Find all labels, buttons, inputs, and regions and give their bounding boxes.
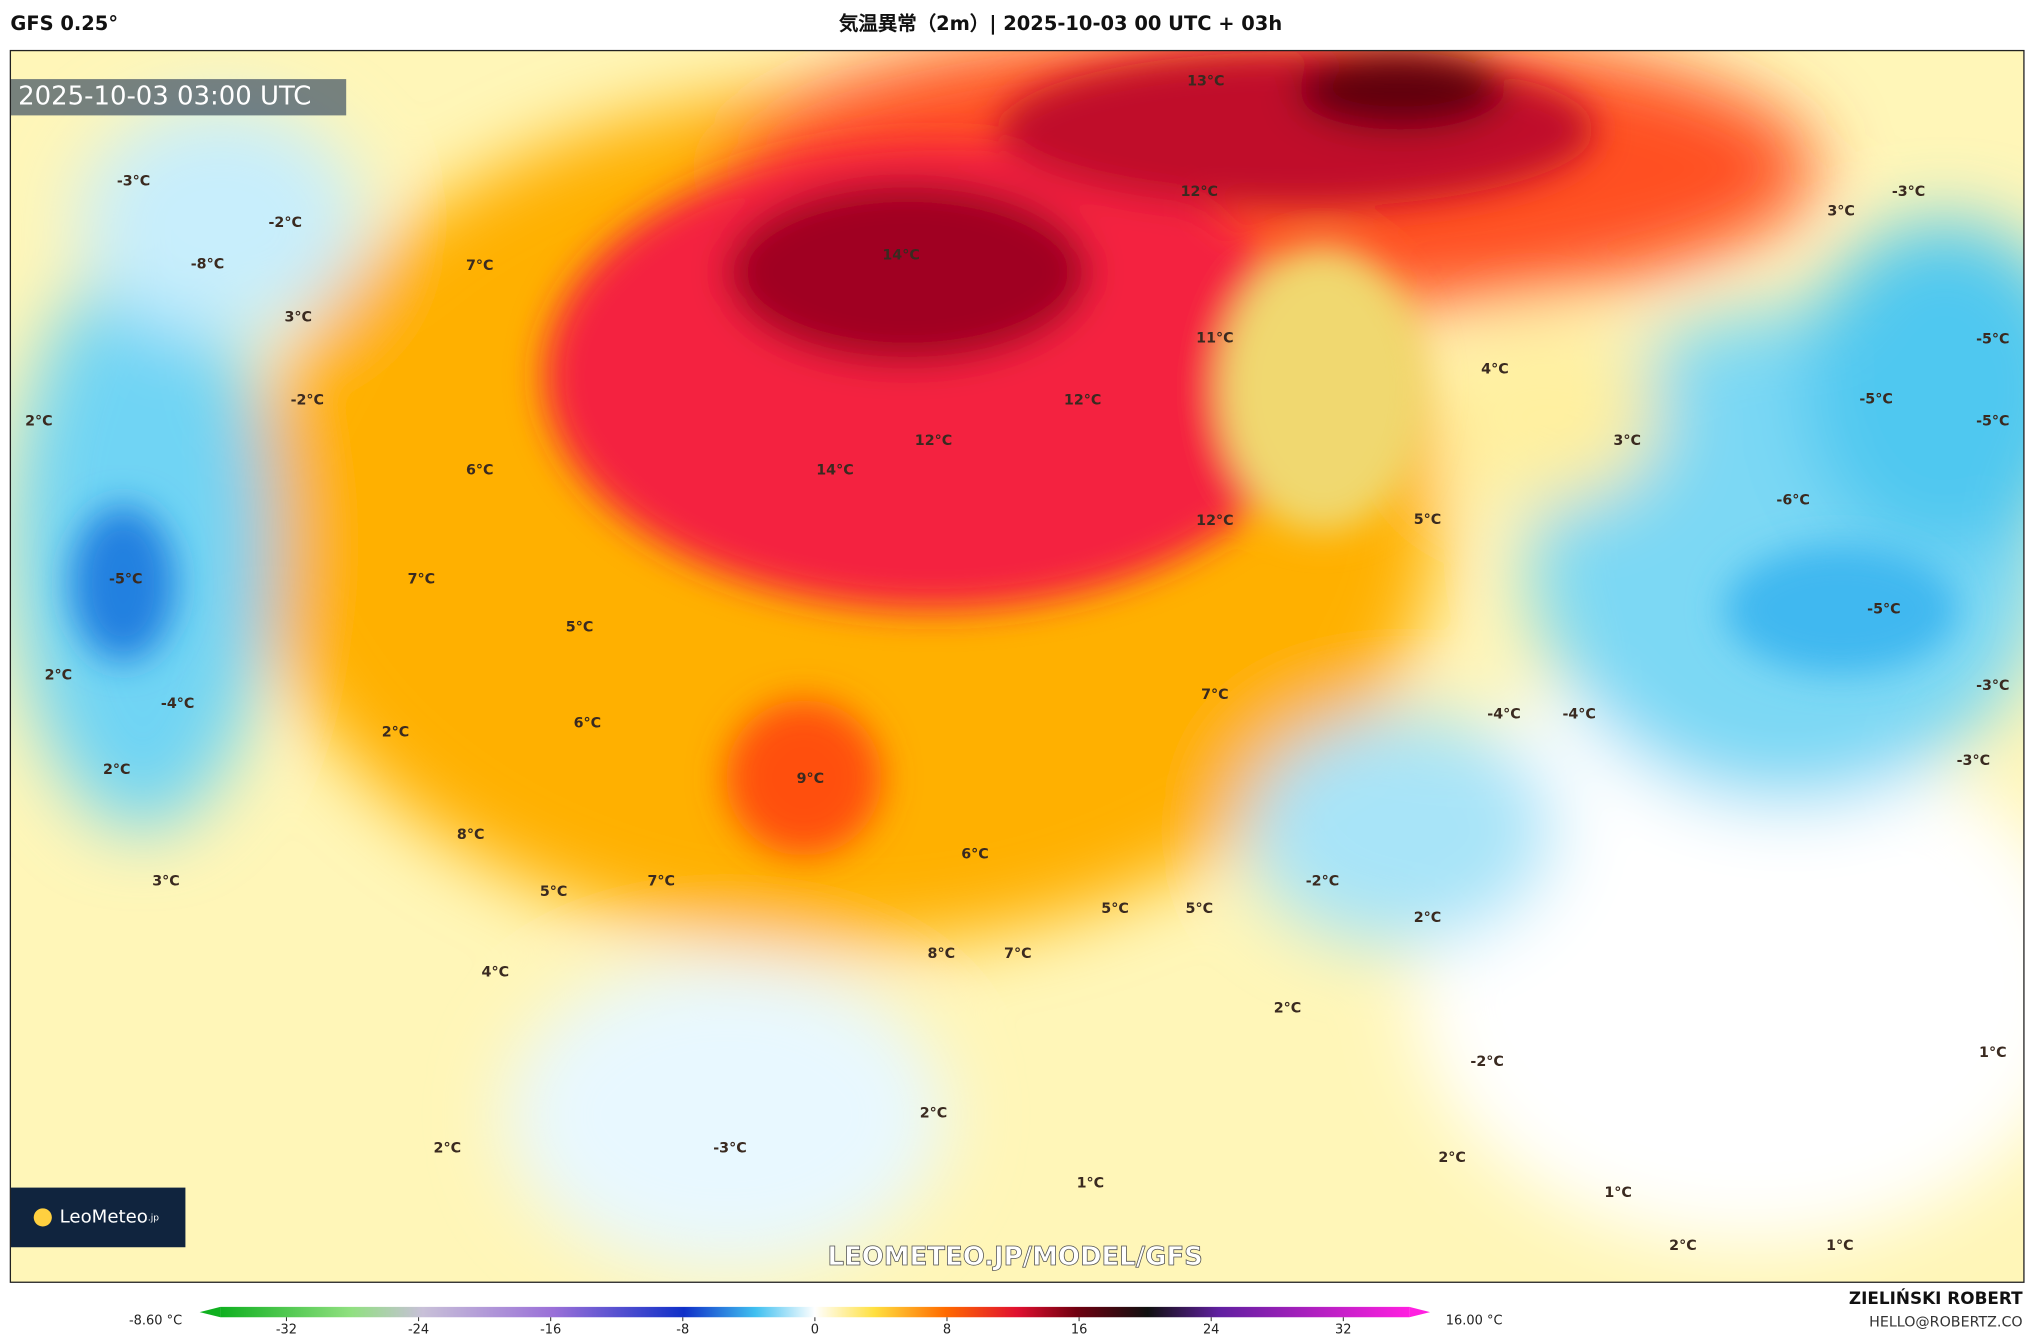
map-label: 7°C [1201, 687, 1229, 703]
map-label: 5°C [566, 620, 594, 636]
map-label: 5°C [1101, 901, 1129, 917]
map-label: 6°C [961, 846, 989, 862]
map-label: 7°C [647, 874, 675, 890]
map-label: -5°C [1976, 413, 2009, 429]
map-label: -4°C [161, 696, 194, 712]
map-label: 2°C [1438, 1150, 1466, 1166]
map-label: 7°C [1004, 946, 1032, 962]
map-label: -8°C [191, 256, 224, 272]
map-label: -5°C [1976, 332, 2009, 348]
colorbar-tick-label: -16 [540, 1323, 561, 1338]
logo: LeoMeteo.jp [60, 1206, 160, 1227]
map-label: 4°C [482, 964, 510, 980]
colorbar-tick-label: -8 [676, 1323, 689, 1338]
colorbar-min: -8.60 °C [129, 1314, 182, 1329]
credit-email: HELLO@ROBERTZ.CO [1869, 1314, 2022, 1330]
map-label: -2°C [1470, 1054, 1503, 1070]
map-label: 2°C [45, 667, 73, 683]
colorbar-tick-label: 0 [811, 1323, 819, 1338]
map-label: -3°C [1892, 184, 1925, 200]
colorbar-high-end [1409, 1306, 1431, 1318]
map-label: -3°C [713, 1141, 746, 1157]
map-label: 12°C [915, 433, 952, 449]
map-label: -2°C [269, 215, 302, 231]
map-label: 8°C [928, 946, 956, 962]
map-label: 2°C [1414, 910, 1442, 926]
map-label: -2°C [1306, 874, 1339, 890]
colorbar-tick-label: 8 [943, 1323, 951, 1338]
map-label: 6°C [466, 463, 494, 479]
colorbar-tick-label: -32 [276, 1323, 297, 1338]
map-label: 5°C [1414, 512, 1442, 528]
map-label: -3°C [1976, 678, 2009, 694]
map-label: 9°C [797, 771, 825, 787]
map-label: -4°C [1562, 706, 1595, 722]
colorbar-max: 16.00 °C [1446, 1314, 1503, 1329]
map-label: 12°C [1181, 184, 1218, 200]
colorbar-tick-label: -24 [408, 1323, 429, 1338]
map-label: 12°C [1196, 513, 1233, 529]
map-label: 14°C [882, 247, 919, 263]
map-label: -5°C [109, 572, 142, 588]
map-label: 3°C [1827, 203, 1855, 219]
model-name: GFS 0.25° [10, 12, 118, 35]
colorbar-tick-label: 16 [1071, 1323, 1087, 1338]
map-label: 14°C [816, 463, 853, 479]
map-label: 2°C [103, 762, 131, 778]
map-label: 1°C [1077, 1176, 1105, 1192]
colorbar-tick-label: 32 [1335, 1323, 1351, 1338]
map-label: 2°C [920, 1106, 948, 1122]
map-label: 13°C [1187, 74, 1224, 90]
map-label: 2°C [382, 725, 410, 741]
map-label: -5°C [1867, 601, 1900, 617]
map-label: 4°C [1481, 362, 1509, 378]
map-label: -6°C [1776, 492, 1809, 508]
credit-author: ZIELIŃSKI ROBERT [1849, 1287, 2023, 1308]
map-label: -5°C [1859, 391, 1892, 407]
map-label: 1°C [1604, 1185, 1632, 1201]
timestamp: 2025-10-03 03:00 UTC [18, 82, 311, 112]
map-label: 2°C [1274, 1001, 1302, 1017]
map-label: 5°C [1186, 901, 1214, 917]
map-label: 2°C [25, 413, 53, 429]
map-label: 1°C [1979, 1045, 2007, 1061]
map-label: 3°C [284, 310, 312, 326]
map-label: 6°C [574, 715, 602, 731]
map: 2025-10-03 03:00 UTC LEOMETEO.JP/MODEL/G… [10, 50, 2024, 1283]
colorbar-tick-label: 24 [1203, 1323, 1219, 1338]
map-title: 気温異常（2m）| 2025-10-03 00 UTC + 03h [839, 12, 1282, 35]
map-label: 7°C [408, 572, 436, 588]
map-label: 1°C [1826, 1238, 1854, 1254]
map-label: 12°C [1064, 393, 1101, 409]
map-label: -2°C [291, 393, 324, 409]
logo-text: LeoMeteo [60, 1206, 148, 1227]
map-label: 2°C [1669, 1238, 1697, 1254]
map-label: 2°C [434, 1141, 462, 1157]
map-label: -4°C [1487, 706, 1520, 722]
map-label: 7°C [466, 258, 494, 274]
colorbar [220, 1306, 1410, 1318]
map-label: 11°C [1196, 330, 1233, 346]
watermark: LEOMETEO.JP/MODEL/GFS [828, 1242, 1203, 1272]
map-label: 3°C [152, 874, 180, 890]
map-label: 3°C [1613, 433, 1641, 449]
map-label: 8°C [457, 827, 485, 843]
colorbar-low-end [199, 1306, 221, 1318]
logo-suffix: .jp [148, 1213, 159, 1223]
map-label: -3°C [1957, 753, 1990, 769]
map-label: 5°C [540, 884, 568, 900]
map-label: -3°C [117, 174, 150, 190]
